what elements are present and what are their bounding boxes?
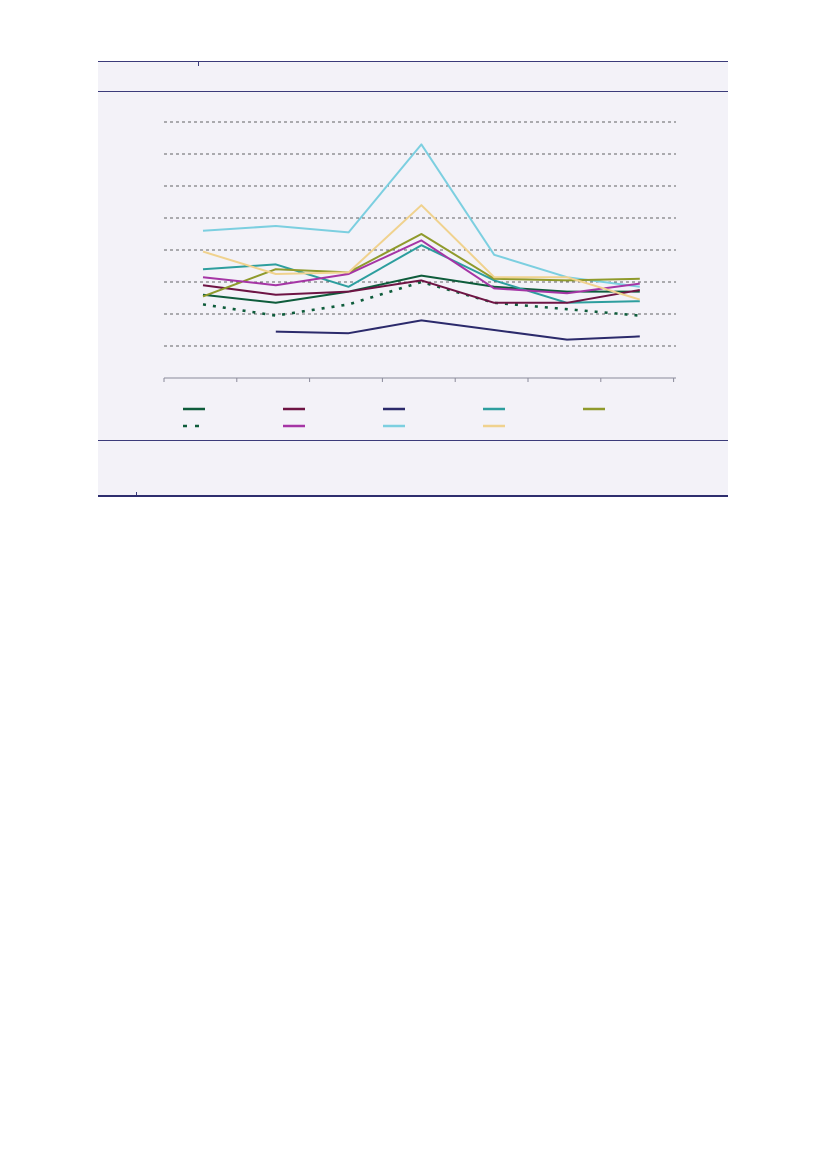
footer-rule	[98, 440, 728, 441]
series-line	[202, 204, 641, 301]
header-rule	[98, 91, 728, 92]
gridlines	[164, 121, 676, 347]
x-axis	[163, 377, 676, 382]
figure-panel	[98, 61, 728, 497]
footer-tick	[136, 492, 137, 495]
line-chart	[163, 121, 676, 428]
series-line	[275, 319, 640, 341]
series-line	[202, 239, 640, 295]
legend	[183, 407, 605, 428]
series-lines	[202, 143, 641, 341]
header-tick	[198, 62, 199, 66]
series-line	[202, 280, 640, 317]
